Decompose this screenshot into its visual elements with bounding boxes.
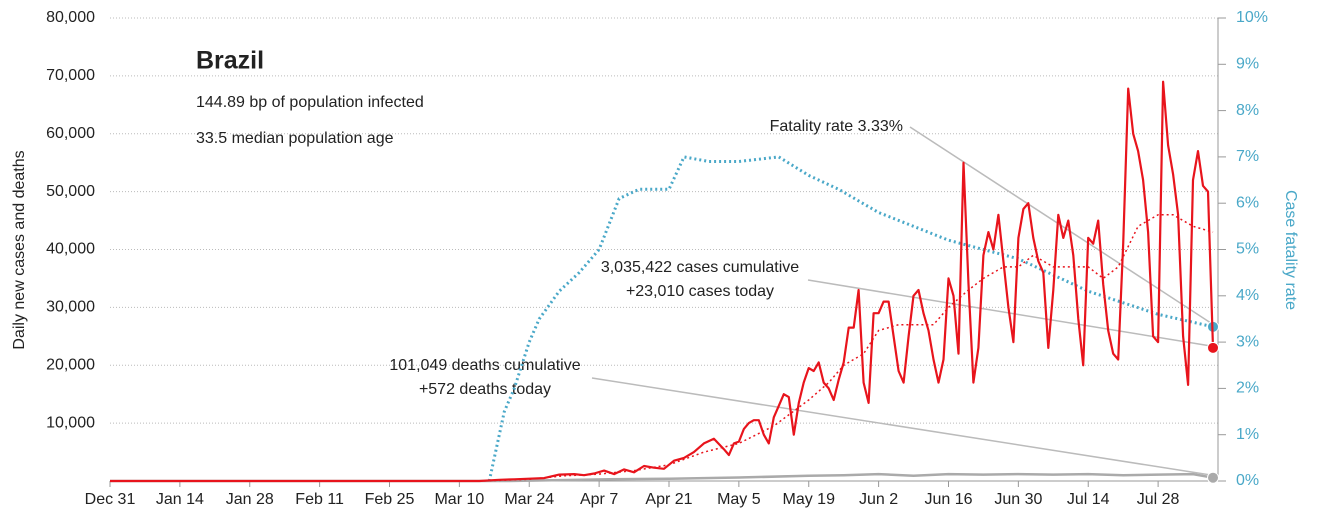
x-tick-label: May 19 <box>783 491 836 508</box>
subtitle: 33.5 median population age <box>196 130 394 147</box>
subtitle: 144.89 bp of population infected <box>196 94 424 111</box>
y2-tick-label: 10% <box>1236 9 1268 26</box>
series-line <box>487 155 1214 482</box>
leader-line <box>909 126 1218 328</box>
x-tick-label: May 5 <box>717 491 761 508</box>
x-tick-label: Jul 14 <box>1067 491 1110 508</box>
y2-axis-label: Case fatality rate <box>1282 190 1299 310</box>
x-tick-label: Mar 10 <box>434 491 484 508</box>
y2-tick-label: 4% <box>1236 287 1259 304</box>
y2-tick-label: 7% <box>1236 148 1259 165</box>
annotation: 3,035,422 cases cumulative <box>601 259 799 276</box>
y2-tick-label: 1% <box>1236 426 1259 443</box>
annotation: 101,049 deaths cumulative <box>389 357 580 374</box>
y-tick-label: 60,000 <box>46 125 95 142</box>
series-line <box>110 472 1214 483</box>
x-tick-label: Jul 28 <box>1137 491 1180 508</box>
y2-tick-label: 0% <box>1236 472 1259 489</box>
y-tick-label: 30,000 <box>46 299 95 316</box>
x-tick-label: Apr 21 <box>645 491 692 508</box>
x-tick-label: Feb 25 <box>365 491 415 508</box>
leader-line <box>807 279 1218 348</box>
y-axis-label: Daily new cases and deaths <box>11 150 28 349</box>
y-tick-label: 10,000 <box>46 414 95 431</box>
y-tick-label: 40,000 <box>46 241 95 258</box>
annotation: +572 deaths today <box>419 381 551 398</box>
x-tick-label: Dec 31 <box>85 491 136 508</box>
annotation: +23,010 cases today <box>626 283 774 300</box>
x-tick-label: Jun 16 <box>924 491 972 508</box>
x-tick-label: Jan 14 <box>156 491 204 508</box>
x-tick-label: Jun 30 <box>994 491 1042 508</box>
y2-tick-label: 2% <box>1236 380 1259 397</box>
y-tick-label: 50,000 <box>46 183 95 200</box>
x-tick-label: Apr 7 <box>580 491 618 508</box>
end-dot <box>1207 341 1220 354</box>
series-line <box>479 214 1214 482</box>
y2-tick-label: 9% <box>1236 56 1259 73</box>
y2-tick-label: 3% <box>1236 333 1259 350</box>
y2-tick-label: 6% <box>1236 194 1259 211</box>
x-tick-label: Jun 2 <box>859 491 898 508</box>
y2-tick-label: 5% <box>1236 241 1259 258</box>
y-tick-label: 80,000 <box>46 9 95 26</box>
series-line <box>110 80 1215 483</box>
y-tick-label: 70,000 <box>46 67 95 84</box>
end-dot <box>1207 471 1220 484</box>
y2-tick-label: 8% <box>1236 102 1259 119</box>
y-tick-label: 20,000 <box>46 356 95 373</box>
leader-line <box>591 377 1218 477</box>
x-tick-label: Jan 28 <box>226 491 274 508</box>
annotation: Fatality rate 3.33% <box>770 118 903 135</box>
chart-title: Brazil <box>196 47 264 75</box>
x-tick-label: Feb 11 <box>295 491 344 508</box>
x-tick-label: Mar 24 <box>504 491 554 508</box>
